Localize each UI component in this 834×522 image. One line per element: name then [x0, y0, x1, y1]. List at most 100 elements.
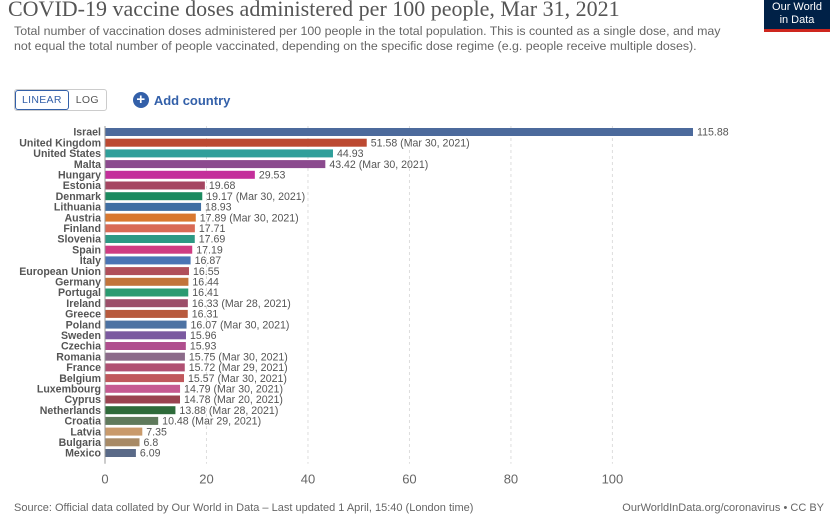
bar	[105, 245, 193, 254]
bar	[105, 149, 333, 158]
category-label: Malta	[74, 159, 101, 171]
bar	[105, 224, 195, 233]
logo-line-1: Our World	[772, 1, 822, 13]
value-label: 19.68	[209, 180, 236, 192]
bar	[105, 395, 180, 404]
bar	[105, 192, 203, 201]
category-label: Mexico	[65, 448, 101, 460]
value-label: 13.88 (Mar 28, 2021)	[179, 405, 278, 417]
bar	[105, 427, 143, 436]
chart-subtitle: Total number of vaccination doses admini…	[14, 24, 721, 53]
value-label: 14.79 (Mar 30, 2021)	[184, 384, 283, 396]
value-label: 16.41	[192, 287, 219, 299]
category-label: Slovenia	[57, 234, 101, 246]
category-label: Hungary	[58, 170, 101, 182]
category-label: Bulgaria	[59, 437, 101, 449]
add-country-label: Add country	[153, 92, 231, 108]
bar	[105, 256, 191, 265]
bar	[105, 138, 367, 147]
category-label: Sweden	[61, 330, 101, 342]
x-tick-label: 20	[199, 472, 213, 487]
x-tick-label: 0	[101, 472, 108, 487]
value-label: 16.44	[192, 277, 219, 289]
category-label: Finland	[63, 223, 101, 235]
bar	[105, 277, 189, 286]
scale-toggle: LINEAR LOG	[14, 89, 107, 111]
category-label: European Union	[19, 266, 101, 278]
value-label: 17.71	[199, 223, 226, 235]
bar	[105, 406, 176, 415]
category-label: Germany	[55, 277, 101, 289]
category-label: Cyprus	[65, 394, 102, 406]
category-label: Denmark	[56, 191, 101, 203]
bar	[105, 331, 186, 340]
category-label: Austria	[65, 212, 102, 224]
chart-controls: LINEAR LOG + Add country	[14, 89, 230, 111]
value-label: 15.75 (Mar 30, 2021)	[189, 351, 288, 363]
value-label: 16.31	[192, 309, 219, 321]
value-label: 43.42 (Mar 30, 2021)	[329, 159, 428, 171]
value-label: 16.87	[195, 255, 222, 267]
bar	[105, 309, 188, 318]
x-tick-label: 60	[402, 472, 416, 487]
value-label: 14.78 (Mar 20, 2021)	[184, 394, 283, 406]
value-label: 6.09	[140, 448, 161, 460]
x-tick-label: 100	[602, 472, 624, 487]
value-label: 7.35	[146, 426, 167, 438]
bar-chart: 0 20 40 60 80 100 Israel 115.88 United Kingdom 51…	[19, 126, 729, 487]
value-label: 16.07 (Mar 30, 2021)	[191, 319, 290, 331]
value-label: 16.55	[193, 266, 220, 278]
value-label: 29.53	[259, 170, 286, 182]
category-label: Ireland	[66, 298, 101, 310]
logo-line-2: in Data	[779, 14, 815, 26]
category-label: United States	[33, 148, 101, 160]
value-label: 16.33 (Mar 28, 2021)	[192, 298, 291, 310]
bar	[105, 202, 202, 211]
value-label: 17.69	[199, 234, 226, 246]
category-label: Lithuania	[54, 202, 101, 214]
bar	[105, 267, 189, 276]
value-label: 10.48 (Mar 29, 2021)	[162, 416, 261, 428]
value-label: 19.17 (Mar 30, 2021)	[206, 191, 305, 203]
x-tick-label: 80	[504, 472, 518, 487]
bar	[105, 342, 186, 350]
bar	[105, 352, 185, 361]
bar	[105, 235, 195, 243]
category-label: Portugal	[58, 287, 101, 299]
bar	[105, 170, 255, 179]
log-scale-button[interactable]: LOG	[75, 94, 99, 106]
category-label: Spain	[72, 244, 101, 256]
bar	[105, 363, 185, 372]
chart-title: COVID-19 vaccine doses administered per …	[8, 0, 620, 21]
source-note: Source: Official data collated by Our Wo…	[14, 502, 474, 514]
value-label: 6.8	[144, 437, 159, 449]
value-label: 17.19	[196, 244, 223, 256]
category-label: Latvia	[70, 426, 101, 438]
value-label: 44.93	[337, 148, 364, 160]
category-label: France	[66, 362, 101, 374]
value-label: 15.72 (Mar 29, 2021)	[189, 362, 288, 374]
linear-scale-button[interactable]: LINEAR	[15, 90, 69, 110]
category-label: Greece	[65, 309, 101, 321]
bar	[105, 288, 189, 297]
bar	[105, 160, 326, 169]
category-label: Netherlands	[40, 405, 101, 417]
category-label: United Kingdom	[19, 137, 101, 149]
bar	[105, 128, 693, 136]
bar	[105, 374, 185, 383]
owid-logo[interactable]: Our World in Data	[764, 0, 830, 32]
bar	[105, 213, 196, 222]
value-label: 15.57 (Mar 30, 2021)	[188, 373, 287, 385]
value-label: 115.88	[697, 127, 729, 139]
add-country-button[interactable]: + Add country	[132, 92, 231, 108]
category-label: Romania	[56, 351, 101, 363]
plus-icon: +	[132, 92, 149, 108]
category-label: Belgium	[59, 373, 101, 385]
value-label: 51.58 (Mar 30, 2021)	[371, 137, 470, 149]
category-label: Estonia	[63, 180, 101, 192]
category-label: Croatia	[65, 416, 102, 428]
bar	[105, 299, 188, 308]
category-label: Luxembourg	[37, 384, 101, 396]
credit-note: OurWorldInData.org/coronavirus • CC BY	[622, 502, 824, 514]
value-label: 17.89 (Mar 30, 2021)	[200, 212, 299, 224]
